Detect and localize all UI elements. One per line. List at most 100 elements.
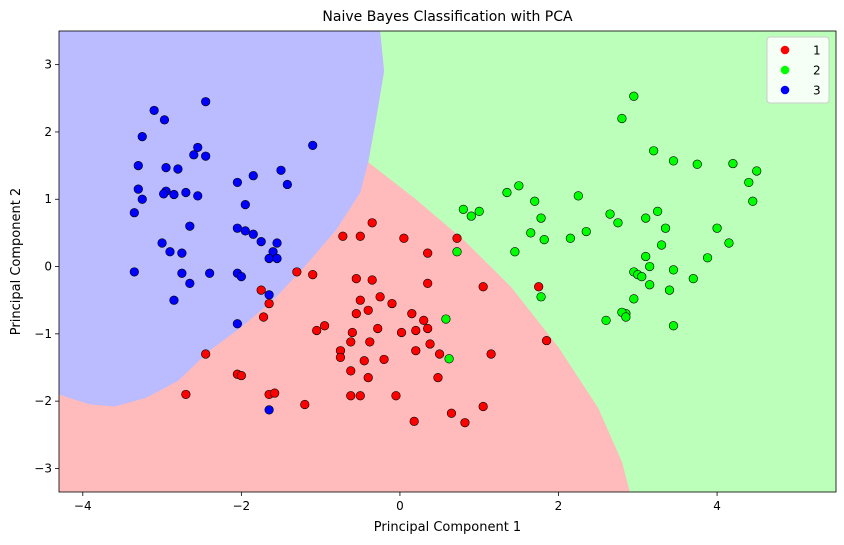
point-class-1 xyxy=(433,372,443,383)
point-class-2 xyxy=(514,181,524,191)
point-class-2 xyxy=(565,233,575,243)
point-class-3 xyxy=(240,200,250,210)
point-class-1 xyxy=(351,274,361,284)
point-class-1 xyxy=(320,321,330,331)
point-class-1 xyxy=(363,305,373,315)
point-class-2 xyxy=(444,354,454,364)
point-class-3 xyxy=(236,272,246,282)
point-class-1 xyxy=(292,267,302,277)
point-class-2 xyxy=(752,166,762,176)
point-class-1 xyxy=(542,335,552,346)
point-class-1 xyxy=(181,389,191,400)
y-axis-label: Principal Component 2 xyxy=(9,188,24,335)
point-class-3 xyxy=(161,163,171,173)
point-class-3 xyxy=(181,187,191,198)
point-class-2 xyxy=(581,226,591,237)
y-tick-label: 3 xyxy=(44,58,52,72)
point-class-1 xyxy=(300,399,310,410)
point-class-1 xyxy=(363,372,373,383)
point-class-3 xyxy=(137,194,147,204)
x-tick-label: −4 xyxy=(74,499,92,513)
point-class-1 xyxy=(452,233,462,243)
point-class-1 xyxy=(346,391,356,401)
point-class-1 xyxy=(423,278,433,288)
point-class-3 xyxy=(264,405,274,415)
x-tick-label: 0 xyxy=(396,499,404,513)
region-class-3 xyxy=(59,31,385,407)
point-class-2 xyxy=(641,213,651,223)
point-class-1 xyxy=(346,337,356,347)
point-class-3 xyxy=(264,253,274,264)
point-class-3 xyxy=(232,319,242,329)
point-class-2 xyxy=(744,177,754,188)
point-class-2 xyxy=(474,206,484,216)
point-class-2 xyxy=(629,91,639,101)
point-class-1 xyxy=(347,327,357,338)
point-class-1 xyxy=(355,295,365,305)
legend-marker-1 xyxy=(780,45,790,55)
point-class-2 xyxy=(536,292,546,302)
point-class-3 xyxy=(193,142,203,153)
point-class-1 xyxy=(409,416,419,426)
point-class-2 xyxy=(530,196,540,206)
point-class-1 xyxy=(351,309,361,319)
point-class-1 xyxy=(396,327,407,338)
point-class-2 xyxy=(502,187,512,198)
legend-box xyxy=(766,36,830,104)
point-class-3 xyxy=(248,171,258,181)
point-class-2 xyxy=(645,280,655,290)
point-class-3 xyxy=(185,278,195,288)
point-class-2 xyxy=(605,209,615,219)
y-tick-label: −1 xyxy=(34,327,52,341)
plot-frame xyxy=(58,30,837,493)
point-class-2 xyxy=(668,265,679,275)
point-class-2 xyxy=(466,211,476,221)
point-class-3 xyxy=(129,208,139,218)
point-class-1 xyxy=(256,285,266,295)
point-class-2 xyxy=(664,285,675,295)
point-class-1 xyxy=(373,323,383,334)
point-class-3 xyxy=(201,97,211,107)
point-class-1 xyxy=(460,418,470,428)
point-class-1 xyxy=(258,312,269,322)
point-class-3 xyxy=(264,290,274,300)
point-class-2 xyxy=(668,321,679,331)
point-class-1 xyxy=(236,370,246,381)
point-class-1 xyxy=(434,349,445,359)
point-class-1 xyxy=(367,275,377,285)
point-class-1 xyxy=(387,298,397,309)
point-class-1 xyxy=(375,292,385,302)
point-class-3 xyxy=(169,189,179,200)
point-class-3 xyxy=(205,268,215,278)
point-class-3 xyxy=(173,164,183,174)
point-class-3 xyxy=(256,237,266,247)
point-class-3 xyxy=(133,160,143,171)
y-tick-label: 2 xyxy=(44,125,52,139)
point-class-3 xyxy=(137,132,147,142)
point-class-3 xyxy=(268,247,278,257)
point-class-1 xyxy=(391,391,401,401)
point-class-1 xyxy=(308,270,318,280)
chart-title: Naive Bayes Classification with PCA xyxy=(322,9,573,25)
point-class-2 xyxy=(441,314,451,324)
point-class-1 xyxy=(478,282,488,292)
point-class-2 xyxy=(617,113,627,124)
point-class-2 xyxy=(656,240,667,250)
point-class-1 xyxy=(367,218,377,228)
decision-regions xyxy=(59,31,836,492)
point-class-3 xyxy=(272,253,282,264)
point-class-3 xyxy=(189,150,199,160)
point-class-3 xyxy=(193,191,203,201)
point-class-2 xyxy=(668,156,679,166)
point-class-2 xyxy=(458,204,468,214)
point-class-2 xyxy=(573,191,583,201)
region-class-2 xyxy=(368,31,836,492)
point-class-2 xyxy=(653,206,663,216)
legend-marker-2 xyxy=(780,65,790,75)
point-class-1 xyxy=(419,315,429,325)
point-class-3 xyxy=(169,295,179,305)
point-class-3 xyxy=(240,226,250,236)
point-class-2 xyxy=(712,223,722,233)
point-class-3 xyxy=(149,105,159,116)
point-class-2 xyxy=(702,253,713,263)
